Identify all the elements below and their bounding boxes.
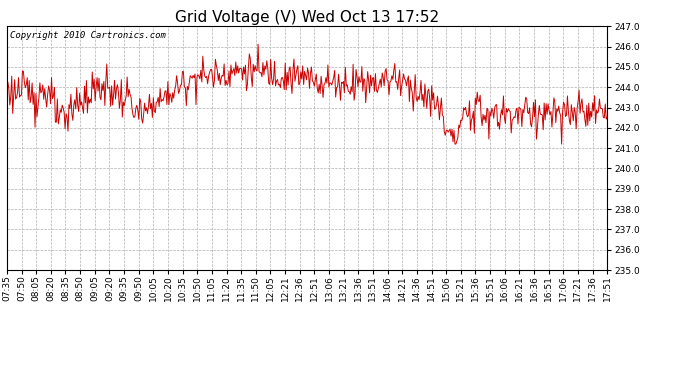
Title: Grid Voltage (V) Wed Oct 13 17:52: Grid Voltage (V) Wed Oct 13 17:52: [175, 10, 439, 25]
Text: Copyright 2010 Cartronics.com: Copyright 2010 Cartronics.com: [10, 31, 166, 40]
